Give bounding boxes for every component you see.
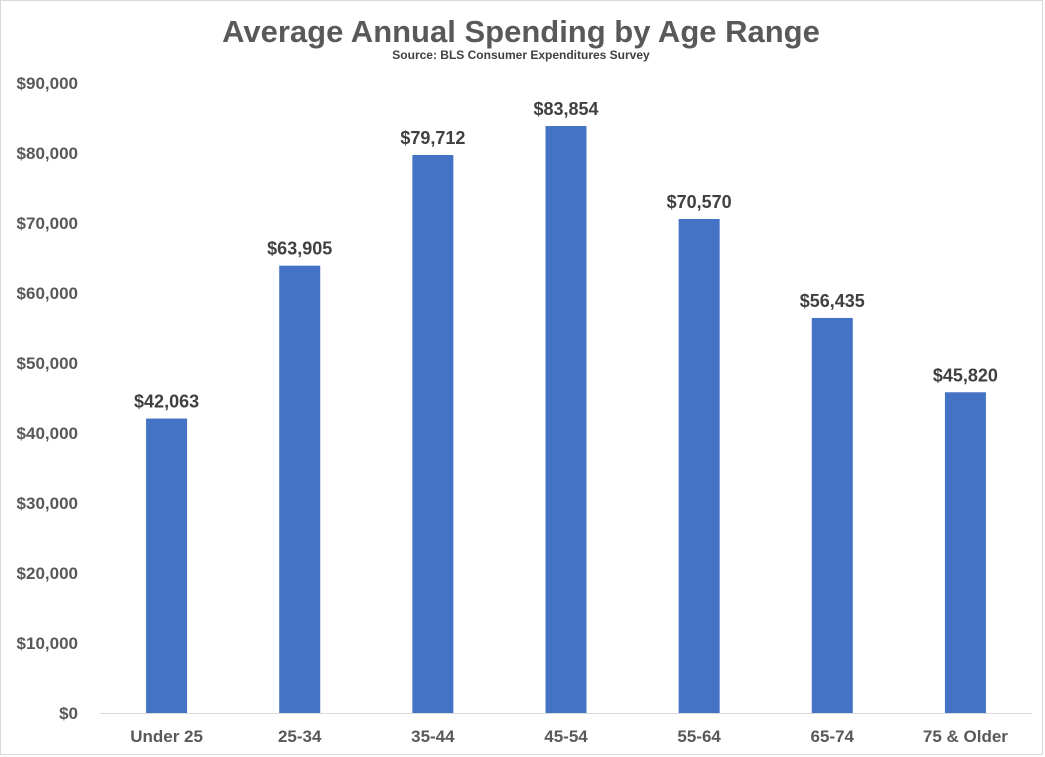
bar-value-label: $83,854 [533,99,598,119]
bar [279,265,321,713]
x-tick-label: 35-44 [411,727,455,746]
bar-value-label: $70,570 [667,192,732,212]
bar [545,126,587,714]
bar-value-label: $42,063 [134,392,199,412]
bars [146,126,986,714]
bar [811,317,853,713]
y-tick-label: $0 [59,704,78,723]
y-tick-label: $90,000 [17,74,78,93]
value-labels: $42,063 $63,905 $79,712 $83,854 $70,570 $56,4… [134,99,998,412]
chart-subtitle: Source: BLS Consumer Expenditures Survey [392,48,650,62]
bar-value-label: $63,905 [267,239,332,259]
y-tick-label: $20,000 [17,564,78,583]
y-tick-label: $30,000 [17,494,78,513]
x-tick-label: 45-54 [544,727,588,746]
x-tick-label: Under 25 [130,727,203,746]
x-tick-label: 25-34 [278,727,322,746]
x-axis-ticks: Under 25 25-34 35-44 45-54 55-64 65-74 75 & Ol… [130,727,1008,746]
chart-title: Average Annual Spending by Age Range [222,14,820,49]
bar [944,392,986,713]
y-tick-label: $50,000 [17,354,78,373]
bar-value-label: $56,435 [800,291,865,311]
y-axis-ticks: $0 $10,000 $20,000 $30,000 $40,000 $50,000 $60… [17,74,78,723]
y-tick-label: $60,000 [17,284,78,303]
y-tick-label: $80,000 [17,144,78,163]
y-tick-label: $40,000 [17,424,78,443]
bar [678,219,720,713]
x-tick-label: 75 & Older [923,727,1008,746]
y-tick-label: $10,000 [17,634,78,653]
bar-value-label: $45,820 [933,365,998,385]
bar-value-label: $79,712 [400,128,465,148]
x-tick-label: 55-64 [677,727,721,746]
x-tick-label: 65-74 [811,727,855,746]
y-tick-label: $70,000 [17,214,78,233]
bar [146,418,188,713]
bar [412,155,454,714]
